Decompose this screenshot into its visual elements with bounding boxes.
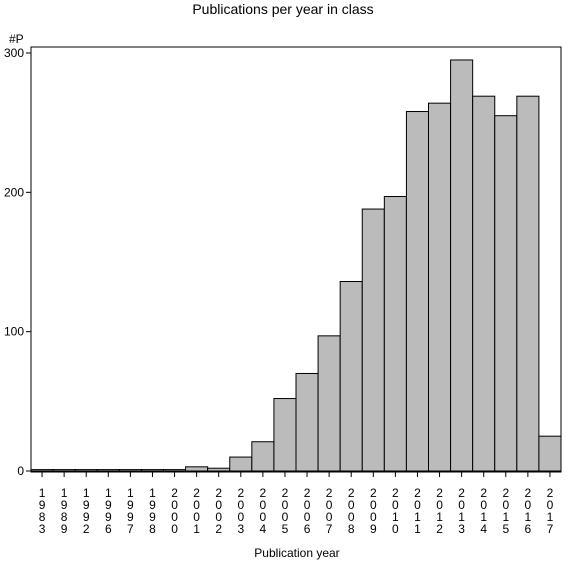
bar [516, 95, 540, 472]
y-tick-label: 100 [4, 325, 24, 339]
x-axis-label: Publication year [254, 546, 339, 560]
bar [472, 95, 496, 472]
bar [295, 372, 319, 472]
y-axis: 0 100 200 300 [4, 46, 31, 478]
bar [251, 441, 275, 472]
x-axis: 1 9 8 3 1 9 8 9 1 9 9 2 1 9 9 6 1 9 9 7 1 9 9 8 2 0 0 0 2 0 0 1 2 0 0 2 2 0 0 3… [39, 472, 554, 536]
bar [538, 435, 562, 472]
bar [30, 469, 54, 472]
bar [450, 59, 474, 472]
bar [428, 102, 452, 472]
bar [74, 469, 98, 472]
y-tick-label: 200 [4, 185, 24, 199]
bar [52, 469, 76, 472]
bar [163, 469, 187, 472]
bar [96, 469, 120, 472]
bar [185, 466, 209, 472]
bar [339, 281, 363, 472]
bar [317, 335, 341, 472]
chart-title: Publications per year in class [192, 1, 373, 17]
bar [207, 467, 231, 472]
bar [118, 469, 142, 472]
bar [273, 398, 297, 472]
bar [229, 456, 253, 472]
y-tick-label: 300 [4, 46, 24, 60]
y-tick-label: 0 [17, 464, 24, 478]
bar [494, 115, 518, 472]
bars [30, 59, 562, 472]
bar [405, 111, 429, 472]
bar [383, 196, 407, 472]
y-axis-label: #P [9, 32, 24, 46]
plot-area [30, 46, 562, 473]
bar [361, 208, 385, 472]
bar [140, 469, 165, 472]
